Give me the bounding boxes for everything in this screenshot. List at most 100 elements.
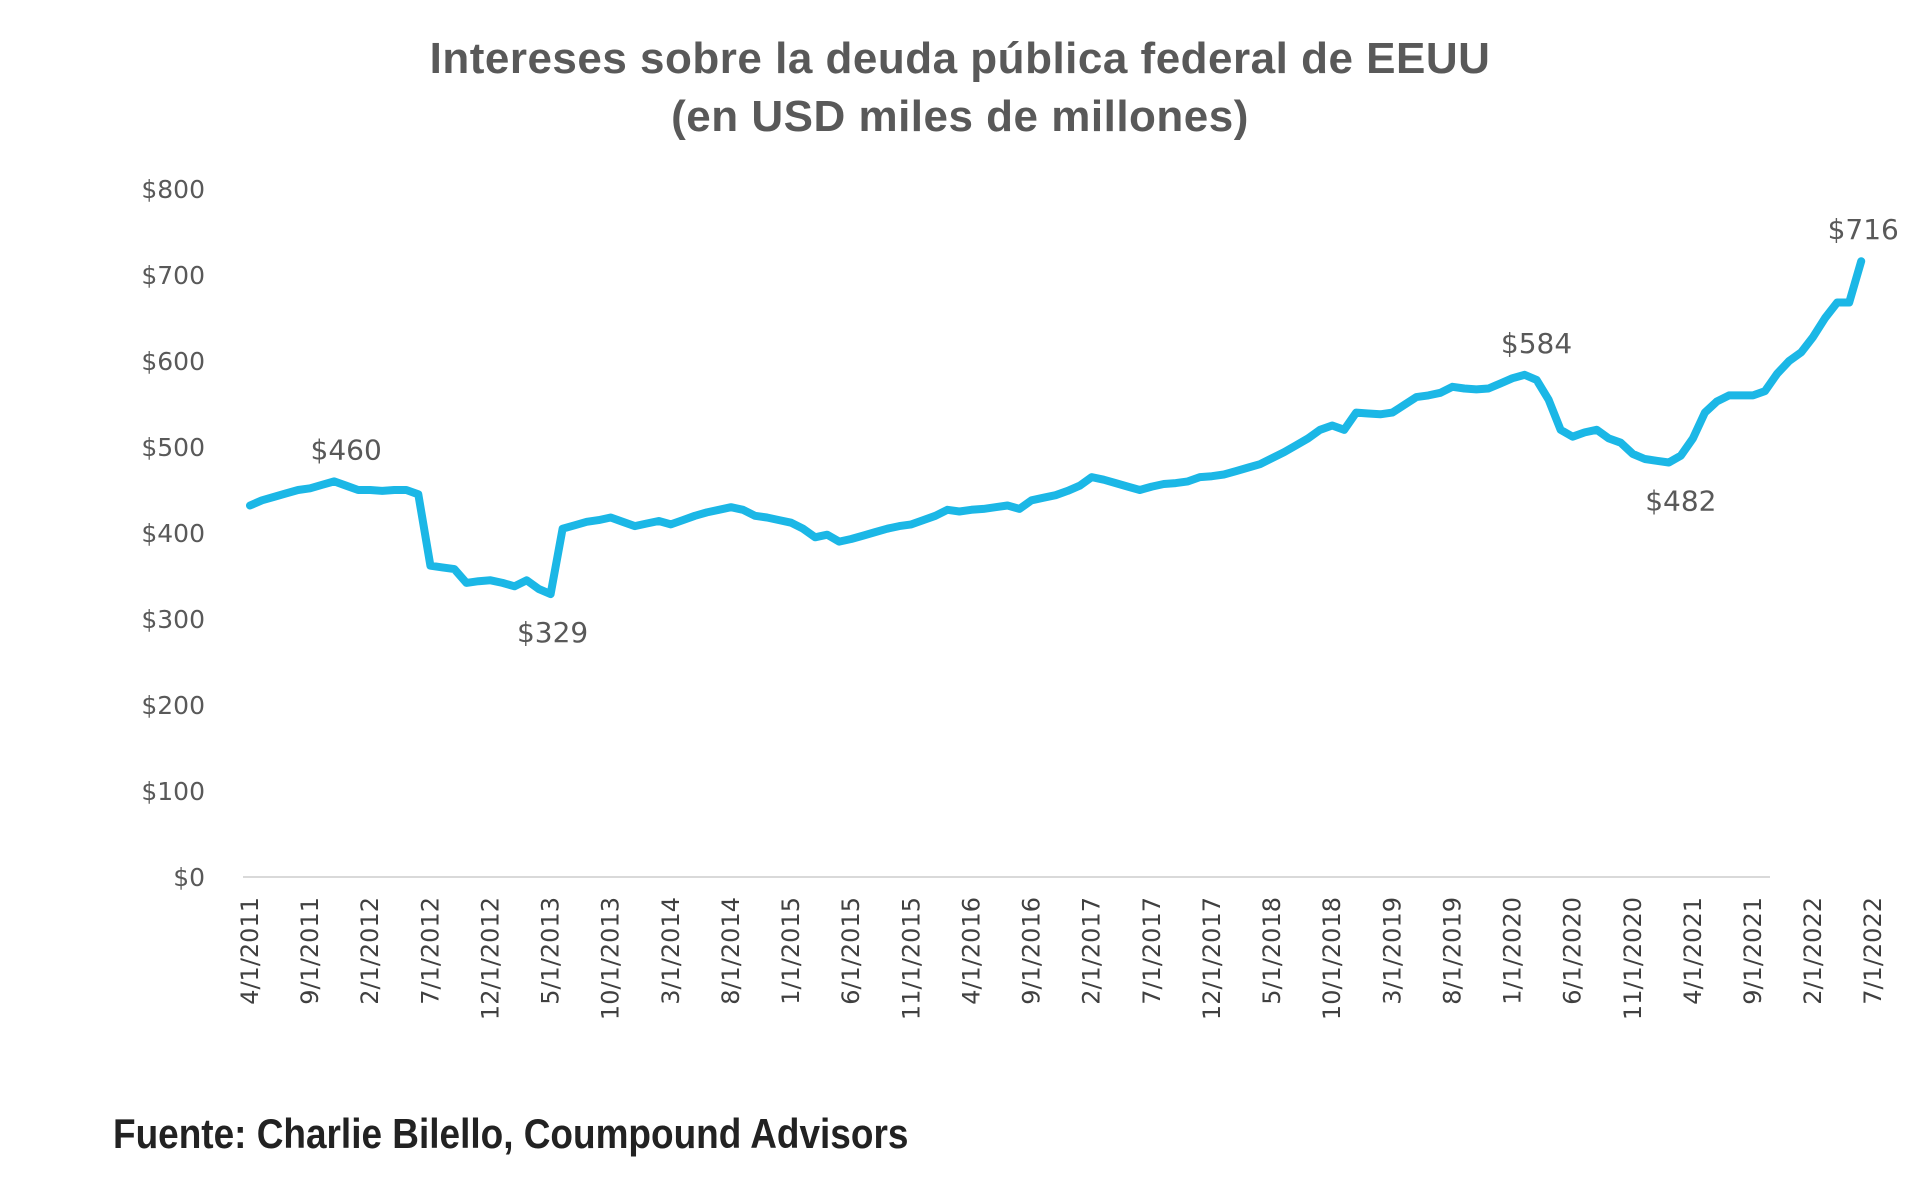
- chart-title: Intereses sobre la deuda pública federal…: [429, 34, 1491, 83]
- data-point: [971, 509, 972, 510]
- data-point: [815, 537, 816, 538]
- data-point: [767, 517, 768, 518]
- data-point: [658, 521, 659, 522]
- y-tick-label: $700: [141, 261, 205, 290]
- data-point: [803, 528, 804, 529]
- annotations: $460 $329 $584 $482 $716: [311, 213, 1899, 649]
- data-point: [538, 588, 539, 589]
- data-point: [442, 567, 443, 568]
- x-tick-label: 7/1/2012: [416, 897, 444, 1005]
- y-tick-label: $800: [141, 175, 205, 204]
- data-point: [923, 520, 924, 521]
- data-point: [1404, 404, 1405, 405]
- x-tick-label: 3/1/2019: [1378, 897, 1406, 1005]
- x-tick-label: 8/1/2014: [717, 897, 745, 1005]
- data-point: [791, 522, 792, 523]
- x-tick-label: 10/1/2018: [1318, 897, 1346, 1020]
- data-point: [1067, 490, 1068, 491]
- data-label: $329: [517, 616, 588, 649]
- data-point: [610, 517, 611, 518]
- data-point: [1308, 438, 1309, 439]
- chart-subtitle: (en USD miles de millones): [671, 92, 1249, 141]
- data-point: [1079, 485, 1080, 486]
- data-point: [382, 490, 383, 491]
- data-point: [1368, 413, 1369, 414]
- data-point: [310, 488, 311, 489]
- data-point: [1055, 495, 1056, 496]
- data-point: [286, 493, 287, 494]
- source-note: Fuente: Charlie Bilello, Coumpound Advis…: [113, 1110, 909, 1157]
- data-point: [562, 528, 563, 529]
- data-point: [1127, 486, 1128, 487]
- data-point: [1644, 459, 1645, 460]
- data-point: [1825, 318, 1826, 319]
- data-point: [1548, 399, 1549, 400]
- data-point: [622, 521, 623, 522]
- data-point: [1632, 453, 1633, 454]
- data-point: [1223, 474, 1224, 475]
- data-point: [490, 580, 491, 581]
- data-point: [670, 524, 671, 525]
- x-tick-label: 7/1/2017: [1138, 897, 1166, 1005]
- series-line-intereses: [246, 257, 1866, 599]
- data-point: [1236, 471, 1237, 472]
- x-tick-label: 9/1/2011: [296, 897, 324, 1005]
- data-point: [911, 524, 912, 525]
- data-point: [1861, 261, 1862, 262]
- y-axis: $0 $100 $200 $300 $400 $500 $600 $700 $800: [141, 175, 205, 892]
- x-tick-label: 6/1/2015: [837, 897, 865, 1005]
- data-point: [646, 523, 647, 524]
- data-point: [875, 532, 876, 533]
- data-label: $482: [1645, 484, 1716, 517]
- data-point: [334, 481, 335, 482]
- data-point: [1584, 432, 1585, 433]
- data-point: [1175, 483, 1176, 484]
- data-point: [1320, 429, 1321, 430]
- x-tick-label: 8/1/2019: [1438, 897, 1466, 1005]
- data-point: [1452, 386, 1453, 387]
- data-point: [1199, 477, 1200, 478]
- data-point: [526, 580, 527, 581]
- data-point: [706, 512, 707, 513]
- y-tick-label: $200: [141, 691, 205, 720]
- data-point: [1668, 462, 1669, 463]
- x-tick-label: 3/1/2014: [657, 897, 685, 1005]
- x-tick-label: 9/1/2021: [1739, 897, 1767, 1005]
- data-point: [1716, 401, 1717, 402]
- data-point: [1151, 486, 1152, 487]
- data-label: $716: [1828, 213, 1899, 246]
- data-point: [694, 515, 695, 516]
- data-point: [262, 500, 263, 501]
- x-tick-label: 10/1/2013: [597, 897, 625, 1020]
- data-label: $584: [1501, 327, 1572, 360]
- data-point: [1837, 302, 1838, 303]
- data-point: [983, 508, 984, 509]
- data-point: [550, 594, 551, 595]
- data-point: [1777, 373, 1778, 374]
- data-point: [1488, 388, 1489, 389]
- data-point: [1680, 455, 1681, 456]
- data-point: [1440, 392, 1441, 393]
- data-point: [1380, 414, 1381, 415]
- data-point: [947, 509, 948, 510]
- data-point: [1476, 389, 1477, 390]
- data-point: [1392, 412, 1393, 413]
- data-point: [430, 565, 431, 566]
- y-tick-label: $300: [141, 605, 205, 634]
- data-point: [394, 490, 395, 491]
- y-tick-label: $100: [141, 777, 205, 806]
- data-point: [1500, 383, 1501, 384]
- data-point: [1704, 412, 1705, 413]
- data-point: [731, 507, 732, 508]
- data-point: [454, 569, 455, 570]
- data-point: [298, 490, 299, 491]
- data-point: [1416, 397, 1417, 398]
- data-point: [1163, 484, 1164, 485]
- series-group: [246, 257, 1866, 599]
- data-point: [250, 505, 251, 506]
- data-point: [1260, 464, 1261, 465]
- data-point: [1692, 438, 1693, 439]
- data-point: [1524, 374, 1525, 375]
- data-point: [1043, 497, 1044, 498]
- x-tick-label: 12/1/2012: [476, 897, 504, 1020]
